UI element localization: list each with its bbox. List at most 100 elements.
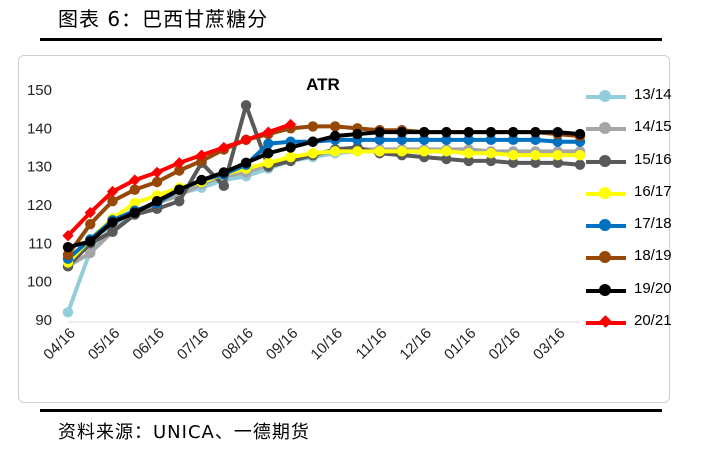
data-point [441, 146, 452, 157]
data-point [263, 138, 274, 149]
data-point [285, 142, 296, 153]
y-tick-label: 120 [27, 197, 52, 214]
legend-item: 20/21 [584, 312, 696, 344]
data-point [396, 134, 408, 146]
data-point [129, 207, 140, 218]
data-point [218, 167, 230, 178]
data-point [151, 176, 163, 188]
data-point [307, 136, 319, 147]
data-point [508, 149, 519, 161]
data-point [418, 126, 430, 138]
chart-title: ATR [306, 75, 340, 94]
data-point [552, 126, 563, 138]
legend-marker [599, 251, 611, 264]
data-point [530, 149, 541, 161]
legend-item: 19/20 [584, 280, 696, 312]
data-point [574, 159, 586, 170]
data-point [441, 153, 452, 165]
data-point [240, 100, 252, 111]
x-tick-label: 10/16 [307, 325, 346, 364]
data-point [195, 149, 208, 161]
legend-item: 14/15 [584, 118, 696, 150]
x-tick-label: 02/16 [485, 325, 524, 364]
legend-marker [599, 154, 611, 167]
data-point [151, 166, 163, 179]
chart-frame [18, 55, 670, 403]
data-point [240, 157, 252, 169]
data-point [196, 155, 207, 167]
y-tick-label: 110 [28, 235, 52, 252]
legend-label: 16/17 [634, 182, 672, 200]
y-tick-label: 140 [27, 120, 52, 137]
data-point [262, 126, 275, 138]
data-point [396, 126, 408, 138]
data-point [530, 134, 541, 146]
data-point [151, 195, 163, 207]
data-point [485, 134, 497, 146]
y-tick-label: 150 [27, 82, 52, 99]
data-point [85, 218, 96, 230]
data-point [329, 146, 341, 157]
data-point [374, 134, 385, 146]
x-tick-label: 11/16 [353, 325, 391, 363]
x-tick-label: 08/16 [218, 325, 257, 364]
source-note: 资料来源：UNICA、一德期货 [58, 422, 310, 443]
data-point [418, 146, 430, 157]
data-point [574, 128, 586, 140]
data-point [374, 146, 385, 157]
legend-item: 15/16 [584, 151, 696, 183]
data-point [329, 130, 341, 142]
data-point [263, 148, 274, 159]
legend-item: 16/17 [584, 183, 696, 215]
y-tick-label: 90 [35, 312, 52, 329]
data-point [352, 146, 363, 157]
x-tick-label: 05/16 [85, 325, 124, 364]
data-point [396, 146, 408, 157]
top-rule [40, 38, 662, 41]
legend-item: 17/18 [584, 215, 696, 247]
x-tick-label: 03/16 [530, 325, 569, 364]
data-point [129, 174, 141, 186]
legend-marker [599, 283, 611, 296]
data-point [441, 126, 452, 138]
legend-marker [599, 315, 612, 328]
data-point [85, 236, 96, 247]
legend-marker [599, 90, 611, 102]
data-point [530, 157, 541, 169]
x-tick-label: 04/16 [40, 325, 79, 364]
data-point [463, 134, 474, 146]
legend-label: 20/21 [634, 312, 672, 330]
data-point [196, 174, 207, 186]
data-point [418, 134, 430, 146]
legend-item: 18/19 [584, 247, 696, 279]
data-point [107, 217, 118, 228]
data-point [218, 180, 230, 192]
x-tick-label: 07/16 [174, 325, 213, 364]
data-point [129, 197, 140, 209]
legend-marker [599, 219, 611, 232]
data-point [62, 307, 74, 318]
data-point [307, 148, 319, 159]
legend-marker [599, 122, 611, 135]
data-point [463, 148, 474, 159]
data-point [129, 184, 140, 195]
data-point [530, 126, 541, 138]
legend-label: 14/15 [634, 118, 672, 136]
data-point [552, 157, 563, 169]
data-point [263, 157, 274, 169]
x-tick-label: 12/16 [396, 325, 435, 364]
x-tick-label: 09/16 [263, 325, 302, 364]
data-point [285, 151, 296, 163]
data-point [485, 148, 497, 159]
data-point [174, 195, 185, 207]
legend-item: 13/14 [584, 86, 696, 118]
x-tick-label: 06/16 [129, 325, 168, 364]
data-point [173, 157, 185, 169]
data-point [107, 226, 118, 238]
data-point [374, 126, 385, 138]
y-tick-label: 100 [27, 274, 52, 291]
legend-label: 13/14 [634, 86, 672, 103]
data-point [441, 134, 452, 146]
legend-label: 17/18 [634, 215, 672, 233]
y-tick-label: 130 [27, 159, 52, 176]
